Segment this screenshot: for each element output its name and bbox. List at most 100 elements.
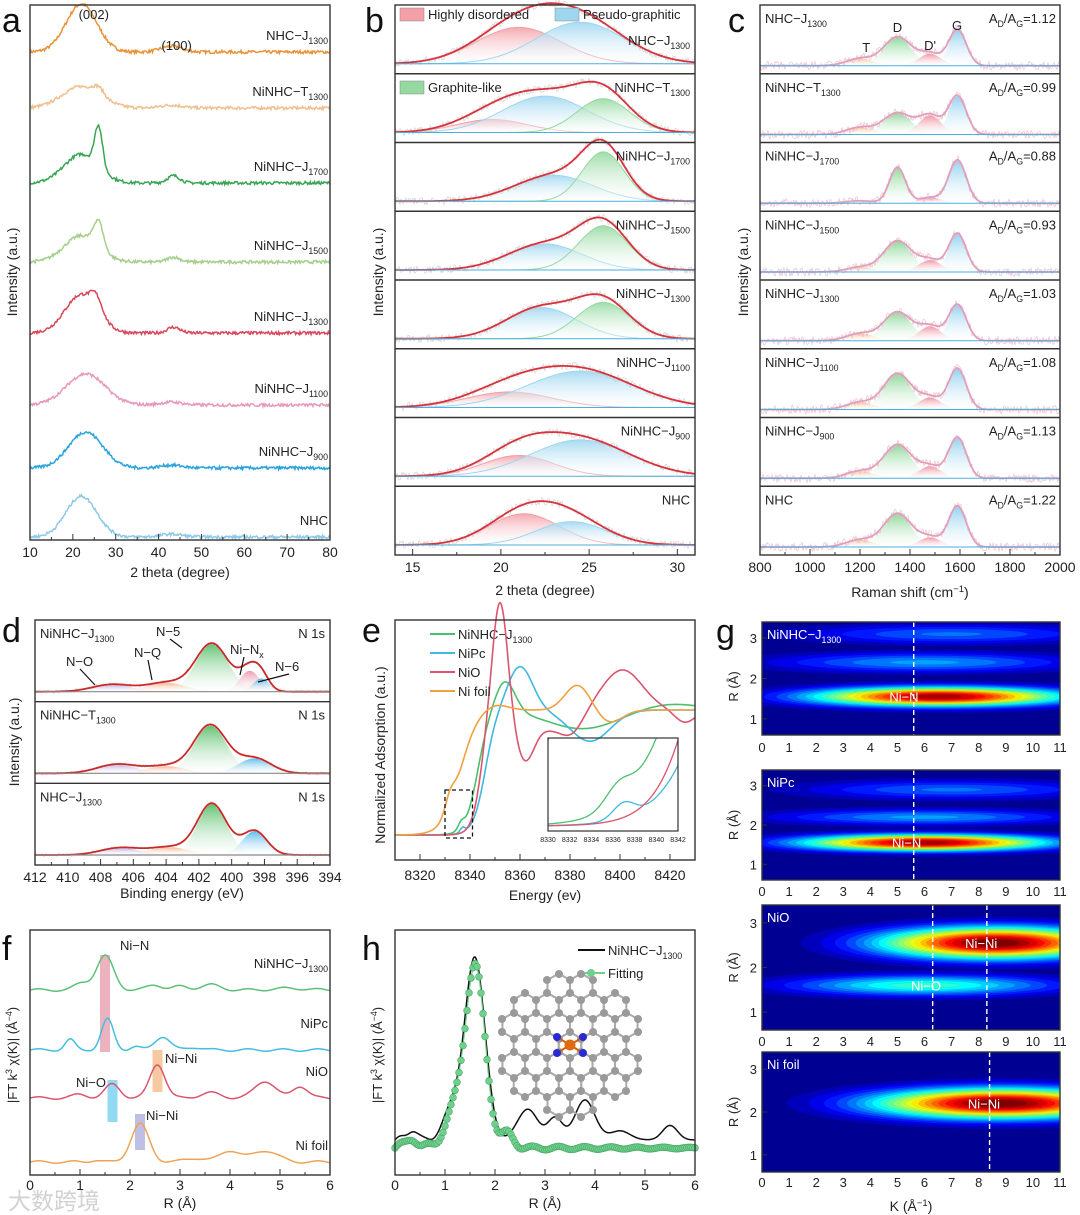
x-tick-label: 0 [758, 884, 765, 899]
bond-label: Ni−Ni [165, 1051, 197, 1066]
carbon-atom [521, 1067, 529, 1075]
x-axis-c-tick-label: 800 [748, 559, 772, 575]
x-tick-label: 8 [975, 1034, 982, 1049]
panel-label-e: e [362, 612, 381, 650]
subplot-label: NiNHC−J1700 [616, 149, 690, 167]
legend-swatch [554, 7, 580, 22]
carbon-atom [498, 1028, 506, 1036]
y-tick-label: 1 [750, 1005, 757, 1020]
subplot-label: NiNHC−J1100 [765, 355, 839, 373]
x-axis-a-tick-label: 10 [22, 544, 38, 560]
x-tick-label: 1 [785, 1175, 792, 1190]
carbon-atom [498, 1054, 506, 1062]
highlight-band [107, 1080, 118, 1122]
x-axis-f-tick-label: 3 [176, 1177, 184, 1193]
fitting-point [439, 1128, 447, 1137]
y-tick-label: 1 [750, 857, 757, 872]
subplot-label: NiNHC−J900 [765, 424, 834, 442]
panel-label-c: c [728, 2, 745, 40]
carbon-atom [543, 976, 551, 984]
carbon-atom [600, 1048, 608, 1056]
x-axis-b-tick-label: 30 [670, 559, 686, 575]
carbon-atom [532, 996, 540, 1004]
ft-curve-0 [29, 954, 331, 992]
y-tick-label: 1 [750, 1148, 757, 1163]
fitting-point [479, 1009, 487, 1018]
x-axis-d-tick-label: 404 [154, 869, 178, 885]
raw-data [394, 290, 696, 343]
x-axis-d-tick-label: 412 [23, 869, 47, 885]
ad-ag-ratio: AD/AG=1.12 [989, 11, 1056, 29]
annotation-002: (002) [79, 7, 109, 22]
x-axis-h-tick-label: 4 [591, 1177, 599, 1193]
carbon-atom [521, 1028, 529, 1036]
inset-tick-label: 8338 [627, 837, 643, 844]
carbon-atom [634, 1015, 642, 1023]
map-label: NiPc [767, 775, 795, 790]
bond-label: Ni−Ni [146, 1108, 178, 1123]
panel-label-d: d [2, 612, 21, 650]
fitting-point [475, 973, 483, 981]
xrd-curve-7 [30, 493, 331, 541]
carbon-atom [634, 1054, 642, 1062]
x-tick-label: 0 [758, 1034, 765, 1049]
carbon-atom [634, 1028, 642, 1036]
carbon-atom [566, 1028, 574, 1036]
carbon-atom [566, 1093, 574, 1101]
xrd-curve-5 [29, 371, 331, 409]
xps-component-N−O [35, 684, 330, 692]
subplot-label: NiNHC−J1500 [616, 217, 690, 235]
x-axis-d-tick-label: 400 [220, 869, 244, 885]
y-tick-label: 2 [750, 1105, 757, 1120]
nitrogen-atom [553, 1033, 561, 1041]
annotation-100: (100) [161, 38, 191, 53]
fitting-point [491, 1120, 499, 1128]
inset-tick-label: 8340 [649, 837, 665, 844]
legend-label: NiPc [458, 646, 486, 661]
y-axis-title-g: R (Å) [726, 952, 741, 982]
x-axis-c-tick-label: 1800 [994, 559, 1025, 575]
carbon-atom [521, 1093, 529, 1101]
x-tick-label: 10 [1026, 740, 1040, 755]
x-tick-label: 3 [840, 884, 847, 899]
raman-component-D' [822, 537, 1010, 547]
x-axis-b-tick-label: 15 [405, 559, 421, 575]
map-label: Ni foil [767, 1057, 800, 1072]
carbon-atom [532, 1009, 540, 1017]
xanes-curve-2 [395, 601, 696, 836]
contour-level [920, 787, 983, 792]
fitting-point [443, 1115, 451, 1123]
heatmap-ni-foil [762, 1052, 1060, 1172]
y-axis-title-b: Intensity (a.u.) [370, 228, 386, 317]
contour-level [920, 631, 983, 637]
fit-component-pseudo-graphitic [395, 175, 695, 202]
y-axis-title-c: Intensity (a.u.) [735, 228, 751, 317]
series-label: NiNHC−J1500 [254, 238, 328, 256]
panel-label-h: h [362, 930, 381, 968]
carbon-atom [566, 989, 574, 997]
watermark: 大数跨境 [8, 1189, 100, 1215]
carbon-atom [532, 1074, 540, 1082]
contour-level [889, 659, 960, 665]
x-axis-h-tick-label: 3 [541, 1177, 549, 1193]
y-axis-title-h: |FT k3 χ(K)| (Å−4) [369, 1007, 385, 1103]
x-axis-f-tick-label: 0 [26, 1177, 34, 1193]
inset-tick-label: 8336 [605, 837, 621, 844]
x-tick-label: 3 [840, 1034, 847, 1049]
legend-swatch [399, 7, 425, 22]
x-axis-title-c: Raman shift (cm−1) [851, 584, 968, 600]
carbon-atom [543, 1106, 551, 1114]
peak-label-G: G [952, 18, 962, 33]
carbon-atom [532, 1048, 540, 1056]
x-tick-label: 8 [975, 1175, 982, 1190]
carbon-atom [510, 996, 518, 1004]
x-tick-label: 3 [840, 740, 847, 755]
ad-ag-ratio: AD/AG=1.13 [989, 424, 1056, 442]
x-axis-e-tick-label: 8360 [504, 867, 535, 883]
y-axis-title-e: Normalized Adsorption (a.u.) [372, 666, 388, 843]
inset-curves [548, 738, 678, 827]
raman-component-D [822, 444, 1010, 479]
fit-envelope [395, 293, 696, 340]
x-tick-label: 7 [948, 740, 955, 755]
fitting-point [461, 1024, 469, 1033]
